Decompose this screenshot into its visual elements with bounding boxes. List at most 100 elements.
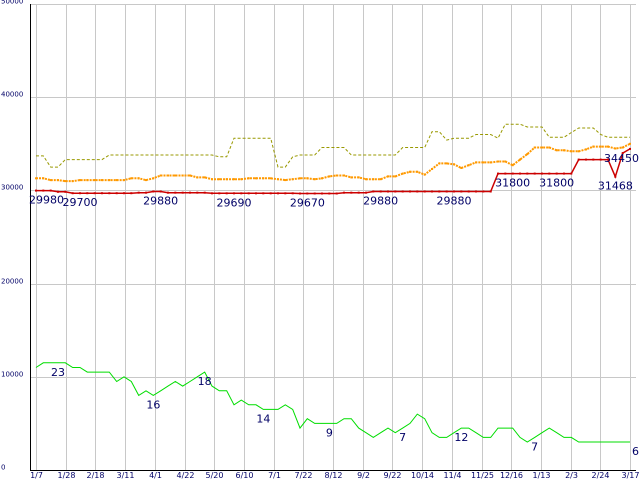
lowest-point <box>262 192 265 195</box>
lowest-point <box>489 190 492 193</box>
lowest-point <box>101 192 103 195</box>
lowest-point <box>416 190 419 193</box>
lowest-point <box>255 192 257 195</box>
lowest-point <box>541 172 543 175</box>
average-point <box>101 179 103 182</box>
lowest-point <box>555 172 558 175</box>
average-point <box>555 149 558 152</box>
lowest-point <box>123 192 125 195</box>
average-point <box>218 178 221 181</box>
lowest-point <box>504 172 507 175</box>
average-point <box>460 167 463 169</box>
average-point <box>519 158 521 161</box>
x-tick-label: 1/7 <box>30 471 43 480</box>
x-tick-label: 8/12 <box>325 471 343 480</box>
lowest-point <box>423 190 426 193</box>
lowest-data-label: 29980 <box>29 194 64 207</box>
average-point <box>137 177 140 180</box>
series-layer <box>35 123 631 443</box>
average-point <box>379 178 382 181</box>
lowest-point <box>79 192 81 195</box>
average-point <box>541 146 543 149</box>
average-point <box>181 174 184 177</box>
lowest-point <box>137 191 140 194</box>
average-point <box>71 180 74 183</box>
average-point <box>423 173 426 176</box>
x-tick-label: 9/2 <box>357 471 370 480</box>
x-tick-label: 2/3 <box>565 471 578 480</box>
lowest-point <box>365 191 367 194</box>
lowest-point <box>247 192 250 195</box>
lowest-point <box>35 189 37 192</box>
lowest-point <box>592 158 595 161</box>
average-point <box>35 177 37 180</box>
average-point <box>299 177 301 180</box>
average-point <box>277 178 279 181</box>
lowest-point <box>108 192 111 195</box>
average-point <box>629 142 631 145</box>
lowest-point <box>511 172 514 175</box>
average-point <box>475 161 477 164</box>
lowest-point <box>577 158 580 161</box>
lowest-point <box>570 172 573 175</box>
lowest-point <box>181 191 184 194</box>
average-point <box>174 174 177 177</box>
lowest-point <box>152 190 155 193</box>
average-point <box>159 174 162 177</box>
lowest-point <box>174 191 177 194</box>
average-point <box>57 179 59 182</box>
x-tick-label: 10/14 <box>411 471 434 480</box>
average-point <box>255 177 257 180</box>
lowest-point <box>621 152 624 155</box>
count-data-label: 7 <box>531 440 538 453</box>
lowest-point <box>475 190 477 193</box>
average-point <box>599 145 602 148</box>
lowest-point <box>93 192 96 195</box>
average-point <box>357 176 360 179</box>
lowest-point <box>453 190 455 193</box>
average-point <box>115 179 118 182</box>
average-point <box>291 178 294 181</box>
lowest-point <box>159 190 162 193</box>
average-point <box>489 161 492 164</box>
x-tick-label: 7/1 <box>268 471 281 480</box>
lowest-point <box>218 192 221 195</box>
lowest-point <box>585 158 587 161</box>
lowest-point <box>130 192 133 195</box>
x-tick-label: 1/13 <box>533 471 551 480</box>
average-point <box>570 150 573 153</box>
x-tick-label: 5/20 <box>206 471 224 480</box>
lowest-point <box>233 192 235 195</box>
count-data-label: 16 <box>146 398 160 411</box>
lowest-point <box>42 189 45 192</box>
average-point <box>167 174 169 177</box>
lowest-point <box>350 191 353 194</box>
lowest-data-label: 34450 <box>604 152 639 165</box>
lowest-data-label: 29670 <box>290 197 325 210</box>
average-point <box>42 177 45 180</box>
average-point <box>108 179 111 182</box>
average-point <box>511 164 514 167</box>
x-tick-label: 9/22 <box>384 471 402 480</box>
lowest-series-line <box>36 148 631 195</box>
average-point <box>49 179 52 182</box>
lowest-point <box>563 172 565 175</box>
average-point <box>585 148 587 151</box>
x-tick-label: 3/17 <box>622 471 640 480</box>
lowest-point <box>438 190 441 193</box>
average-point <box>533 146 536 149</box>
lowest-point <box>519 172 521 175</box>
count-series-line <box>35 362 630 443</box>
average-point <box>401 172 404 175</box>
lowest-point <box>328 192 331 195</box>
lowest-point <box>460 190 463 193</box>
lowest-point <box>343 191 345 194</box>
lowest-data-label: 29690 <box>217 196 252 209</box>
average-point <box>621 146 624 149</box>
average-point <box>431 168 433 170</box>
count-data-label: 9 <box>326 426 333 439</box>
lowest-point <box>284 192 287 195</box>
average-point <box>548 146 551 149</box>
lowest-point <box>335 192 338 195</box>
